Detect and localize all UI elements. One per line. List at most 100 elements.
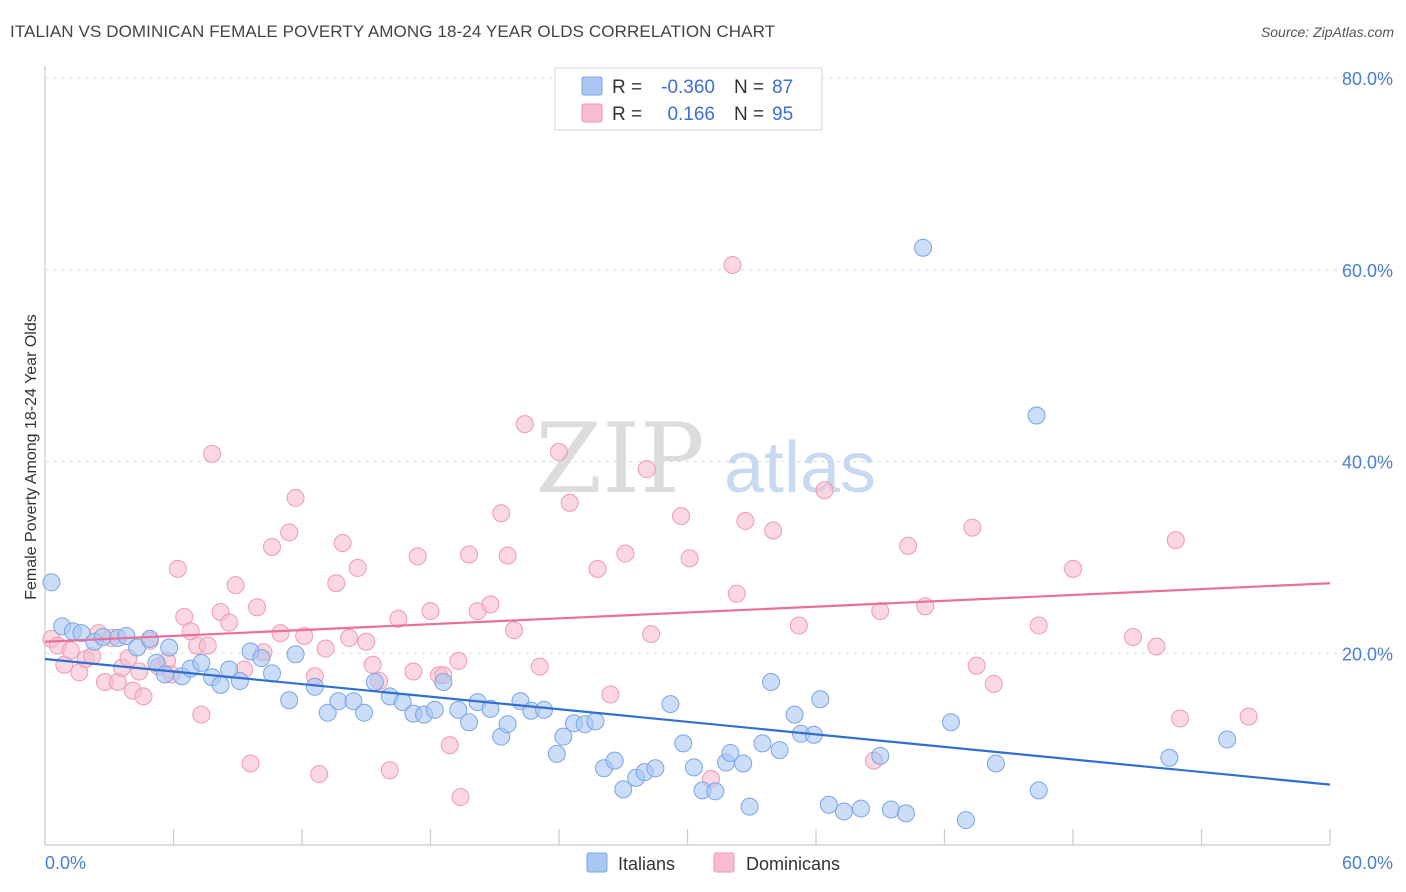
data-point xyxy=(871,602,890,621)
data-point xyxy=(1147,637,1166,656)
italians-points xyxy=(42,238,1237,830)
data-point xyxy=(340,628,359,647)
data-point xyxy=(404,662,423,681)
data-point xyxy=(963,518,982,537)
data-point xyxy=(318,703,337,722)
data-point xyxy=(789,616,808,635)
data-point xyxy=(1029,781,1048,800)
legend-n-value: 87 xyxy=(772,77,793,98)
data-point xyxy=(263,664,282,683)
grid-lines xyxy=(45,77,1392,654)
data-point xyxy=(434,673,453,692)
data-point xyxy=(881,800,900,819)
data-point xyxy=(515,415,534,434)
y-tick-label: 60.0% xyxy=(1342,261,1393,281)
data-point xyxy=(914,238,933,257)
data-point xyxy=(684,758,703,777)
data-point xyxy=(736,511,755,530)
data-point xyxy=(646,759,665,778)
data-point xyxy=(614,780,633,799)
legend-n-value: 95 xyxy=(772,104,793,125)
data-point xyxy=(811,690,830,709)
chart-title: ITALIAN VS DOMINICAN FEMALE POVERTY AMON… xyxy=(10,22,776,41)
data-point xyxy=(723,255,742,274)
data-point xyxy=(530,657,549,676)
bottom-legend-swatch-dominicans xyxy=(713,852,735,873)
data-point xyxy=(899,536,918,555)
bottom-legend-label-italians: Italians xyxy=(618,854,675,874)
axes xyxy=(44,66,1331,846)
legend-r-label: R = xyxy=(612,77,642,98)
data-point xyxy=(327,574,346,593)
data-point xyxy=(348,558,367,577)
data-point xyxy=(896,804,915,823)
data-point xyxy=(220,613,239,632)
data-point xyxy=(785,705,804,724)
data-point xyxy=(481,699,500,718)
data-point xyxy=(941,713,960,732)
data-point xyxy=(140,629,159,648)
data-point xyxy=(642,625,661,644)
data-point xyxy=(560,493,579,512)
data-point xyxy=(263,537,282,556)
data-point xyxy=(286,645,305,664)
data-point xyxy=(130,662,149,681)
data-point xyxy=(762,673,781,692)
data-point xyxy=(616,544,635,563)
data-point xyxy=(740,797,759,816)
data-point xyxy=(440,736,459,755)
data-point xyxy=(535,700,554,719)
data-point xyxy=(505,621,524,640)
data-point xyxy=(329,692,348,711)
data-point xyxy=(344,692,363,711)
legend-r-label: R = xyxy=(612,104,642,125)
legend-swatch-italians xyxy=(581,76,603,96)
data-point xyxy=(586,712,605,731)
data-point xyxy=(134,687,153,706)
data-point xyxy=(753,734,772,753)
data-point xyxy=(248,598,267,617)
legend-n-label: N = xyxy=(734,104,764,125)
data-point xyxy=(198,636,217,655)
data-point xyxy=(637,460,656,479)
data-point xyxy=(460,545,479,564)
data-point xyxy=(211,675,230,694)
data-point xyxy=(706,782,725,801)
data-point xyxy=(851,799,870,818)
data-point xyxy=(449,700,468,719)
data-point xyxy=(764,521,783,540)
data-point xyxy=(460,713,479,732)
data-point xyxy=(117,626,136,645)
data-point xyxy=(155,665,174,684)
data-point xyxy=(1239,707,1258,726)
bottom-legend-label-dominicans: Dominicans xyxy=(746,854,840,874)
data-point xyxy=(1160,748,1179,767)
data-point xyxy=(380,761,399,780)
data-point xyxy=(1029,616,1048,635)
data-point xyxy=(1123,627,1142,646)
data-point xyxy=(192,705,211,724)
watermark: ZIP atlas xyxy=(535,403,876,515)
data-point xyxy=(601,685,620,704)
data-point xyxy=(408,547,427,566)
data-point xyxy=(986,754,1005,773)
watermark-atlas: atlas xyxy=(724,428,876,508)
legend-swatch-dominicans xyxy=(581,103,603,123)
data-point xyxy=(721,743,740,762)
data-point xyxy=(389,609,408,628)
data-point xyxy=(819,795,838,814)
data-point xyxy=(588,559,607,578)
data-point xyxy=(1064,559,1082,578)
data-point xyxy=(241,754,260,773)
data-point xyxy=(357,632,376,651)
data-point xyxy=(280,691,299,710)
data-point xyxy=(421,602,440,621)
source-label: Source: ZipAtlas.com xyxy=(1260,24,1394,40)
trend-line xyxy=(44,582,1331,643)
x-tick-label: 0.0% xyxy=(45,853,86,873)
data-point xyxy=(661,695,680,714)
data-point xyxy=(1027,406,1046,425)
data-point xyxy=(672,507,691,526)
data-point xyxy=(498,715,517,734)
